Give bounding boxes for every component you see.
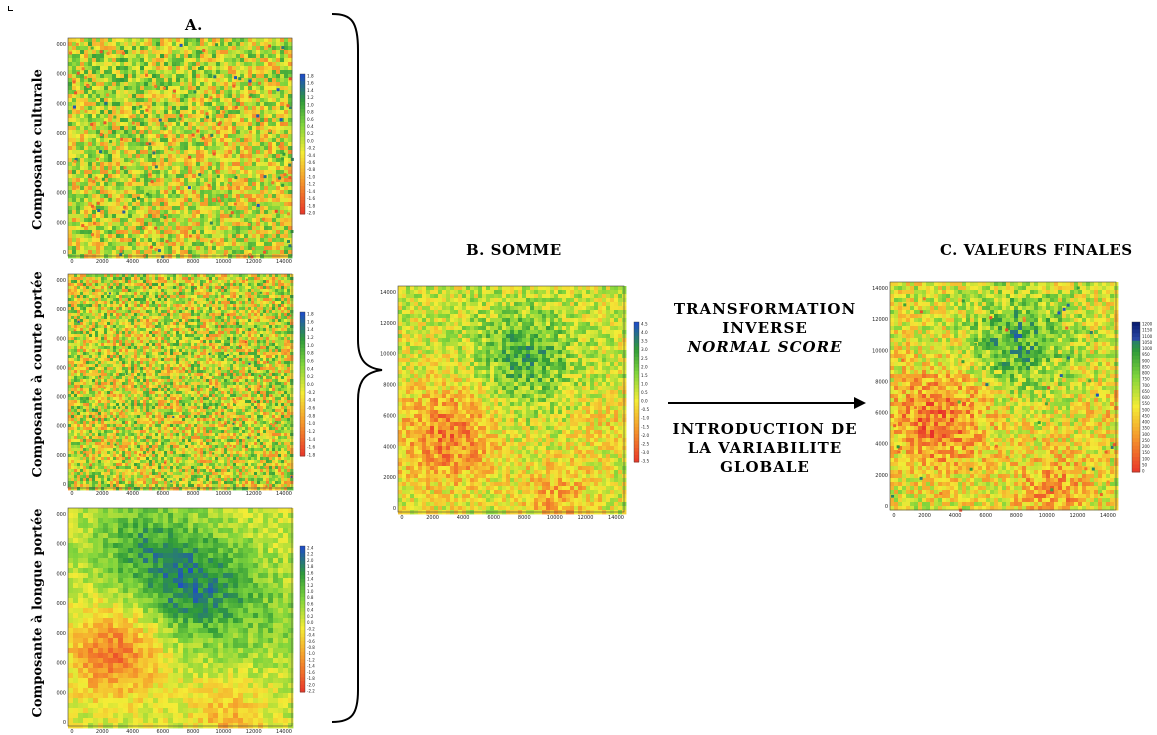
svg-text:1.8: 1.8 (307, 74, 314, 79)
side-label-courte: Composante à courte portée (30, 271, 46, 478)
arrow (668, 397, 866, 409)
svg-text:0.8: 0.8 (307, 110, 314, 115)
transformation-line3: NORMAL SCORE (687, 338, 843, 356)
svg-text:1.6: 1.6 (307, 81, 314, 86)
svg-text:12000: 12000 (246, 259, 262, 265)
svg-text:-2.0: -2.0 (307, 211, 316, 216)
map-culturale: 14000 12000 10000 8000 6000 4000 2000 00 2000 400… (56, 37, 316, 265)
side-label-longue: Composante à longue portée (30, 508, 46, 718)
svg-text:6000: 6000 (56, 161, 66, 167)
svg-text:1.0: 1.0 (307, 102, 314, 107)
svg-text:14000: 14000 (56, 42, 66, 48)
svg-text:-0.4: -0.4 (307, 153, 316, 158)
svg-text:10000: 10000 (215, 259, 231, 265)
svg-text:12000: 12000 (56, 72, 66, 78)
svg-text:14000: 14000 (276, 259, 292, 265)
svg-text:0: 0 (70, 259, 73, 265)
svg-text:6000: 6000 (156, 259, 169, 265)
variabilite-line2: LA VARIABILITE (687, 439, 843, 457)
svg-text:-0.8: -0.8 (307, 167, 316, 172)
variabilite-line3: GLOBALE (720, 458, 810, 476)
corner-mark (8, 6, 13, 11)
svg-text:0.0: 0.0 (307, 138, 314, 143)
svg-text:-0.2: -0.2 (307, 146, 316, 151)
panel-a-label: A. (185, 16, 203, 34)
transformation-line1: TRANSFORMATION (673, 300, 857, 318)
side-label-culturale: Composante culturale (30, 69, 46, 230)
svg-text:10000: 10000 (56, 101, 66, 107)
svg-text:4000: 4000 (126, 259, 139, 265)
map-longue-portee: 1400012000100008000600040002000002000400… (56, 507, 315, 735)
svg-text:-1.0: -1.0 (307, 174, 316, 179)
svg-text:8000: 8000 (187, 259, 200, 265)
panel-c-label: C. VALEURS FINALES (940, 241, 1133, 259)
grouping-brace (331, 13, 383, 723)
svg-text:-1.2: -1.2 (307, 182, 316, 187)
transformation-line2: INVERSE (722, 319, 808, 337)
svg-text:2000: 2000 (96, 259, 109, 265)
svg-text:0.4: 0.4 (307, 124, 314, 129)
svg-text:0.6: 0.6 (307, 117, 314, 122)
panel-b-label: B. SOMME (466, 241, 562, 259)
svg-text:4000: 4000 (56, 191, 66, 197)
transformation-text: TRANSFORMATION INVERSE NORMAL SCORE (655, 300, 875, 357)
svg-text:1.4: 1.4 (307, 88, 314, 93)
svg-text:-1.6: -1.6 (307, 196, 316, 201)
svg-text:0: 0 (63, 250, 66, 256)
svg-text:0.2: 0.2 (307, 131, 314, 136)
svg-text:-0.6: -0.6 (307, 160, 316, 165)
map-courte-portee: 1400012000100008000600040002000002000400… (56, 273, 316, 497)
svg-text:1.2: 1.2 (307, 95, 314, 100)
variabilite-text: INTRODUCTION DE LA VARIABILITE GLOBALE (655, 420, 875, 477)
svg-text:8000: 8000 (56, 131, 66, 137)
svg-text:-1.4: -1.4 (307, 189, 316, 194)
svg-text:2000: 2000 (56, 220, 66, 226)
svg-text:-1.8: -1.8 (307, 203, 316, 208)
variabilite-line1: INTRODUCTION DE (672, 420, 858, 438)
